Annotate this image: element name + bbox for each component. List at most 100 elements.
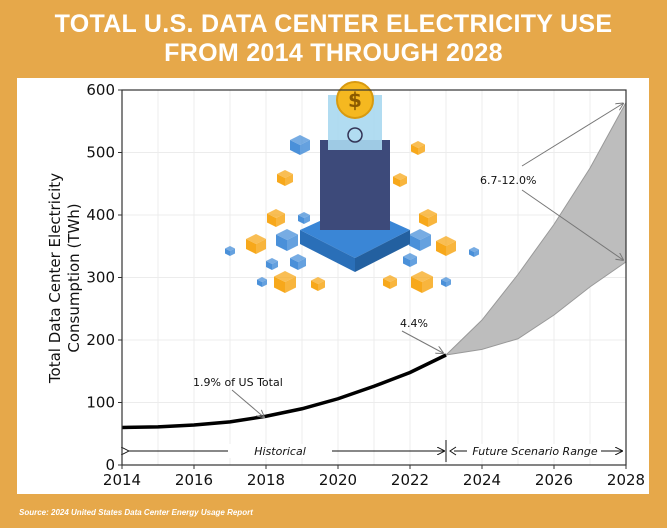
future-range-band bbox=[444, 102, 627, 356]
cube-left bbox=[411, 144, 418, 155]
cube-left bbox=[274, 276, 285, 293]
arrow-upper bbox=[521, 104, 623, 167]
cube-left bbox=[266, 261, 272, 270]
historical-label: Historical bbox=[254, 445, 306, 458]
title-line-2: FROM 2014 THROUGH 2028 bbox=[164, 39, 503, 67]
dollar-sign-icon: $ bbox=[348, 88, 362, 112]
annotation-1-9pct: 1.9% of US Total bbox=[193, 376, 283, 389]
title-line-1: TOTAL U.S. DATA CENTER ELECTRICITY USE bbox=[54, 10, 613, 38]
cube-left bbox=[277, 174, 285, 186]
server-tower bbox=[320, 140, 390, 230]
cube-icon bbox=[277, 170, 293, 186]
cube-right bbox=[230, 248, 235, 256]
cube-right bbox=[285, 276, 296, 293]
cube-right bbox=[285, 174, 293, 186]
cube-left bbox=[246, 239, 256, 254]
cube-icon bbox=[383, 275, 397, 289]
cube-icon bbox=[290, 254, 306, 270]
cube-left bbox=[311, 280, 318, 291]
y-tick-label: 100 bbox=[86, 394, 115, 412]
cube-left bbox=[419, 213, 428, 227]
cube-right bbox=[422, 276, 433, 293]
cube-right bbox=[272, 261, 278, 270]
cube-icon bbox=[436, 236, 456, 256]
cube-icon bbox=[246, 234, 266, 254]
source-note: Source: 2024 United States Data Center E… bbox=[19, 508, 253, 517]
cube-left bbox=[411, 276, 422, 293]
annotation-range-pct: 6.7-12.0% bbox=[480, 174, 536, 187]
cube-icon bbox=[266, 258, 278, 270]
cube-left bbox=[469, 249, 474, 257]
historical-line bbox=[121, 353, 447, 430]
cube-right bbox=[298, 258, 306, 270]
cube-left bbox=[441, 279, 446, 287]
cube-left bbox=[257, 279, 262, 287]
cube-right bbox=[304, 215, 310, 224]
y-tick-label: 200 bbox=[86, 331, 115, 349]
cube-left bbox=[276, 234, 287, 251]
cube-icon bbox=[298, 212, 310, 224]
cube-right bbox=[446, 279, 451, 287]
arrow-lower bbox=[521, 189, 623, 260]
cube-icon bbox=[409, 229, 431, 251]
gear-icon bbox=[347, 127, 363, 143]
y-tick-label: 300 bbox=[86, 269, 115, 287]
cube-right bbox=[474, 249, 479, 257]
cube-icon bbox=[403, 253, 417, 267]
cube-right bbox=[446, 241, 456, 256]
cube-right bbox=[420, 234, 431, 251]
cube-left bbox=[290, 258, 298, 270]
x-tick-label: 2024 bbox=[463, 471, 501, 489]
x-tick-label: 2022 bbox=[391, 471, 429, 489]
coin-icon bbox=[336, 81, 374, 119]
cube-icon bbox=[441, 277, 451, 287]
cube-right bbox=[256, 239, 266, 254]
cube-left bbox=[267, 213, 276, 227]
y-tick-label: 0 bbox=[105, 456, 115, 474]
chart-title: TOTAL U.S. DATA CENTER ELECTRICITY USE F… bbox=[0, 10, 667, 68]
cube-left bbox=[290, 140, 300, 155]
cube-right bbox=[287, 234, 298, 251]
data-center-illustration: $ bbox=[225, 81, 479, 293]
future-label: Future Scenario Range bbox=[472, 445, 598, 458]
cube-left bbox=[225, 248, 230, 256]
cube-right bbox=[262, 279, 267, 287]
cube-right bbox=[400, 176, 407, 187]
cube-icon bbox=[411, 141, 425, 155]
x-tick-label: 2016 bbox=[175, 471, 213, 489]
server-base-right bbox=[355, 230, 410, 272]
y-tick-label: 400 bbox=[86, 206, 115, 224]
x-tick-label: 2020 bbox=[319, 471, 357, 489]
cube-left bbox=[403, 256, 410, 267]
cube-right bbox=[318, 280, 325, 291]
cube-left bbox=[393, 176, 400, 187]
cube-left bbox=[409, 234, 420, 251]
cube-left bbox=[436, 241, 446, 256]
cube-right bbox=[410, 256, 417, 267]
cube-icon bbox=[276, 229, 298, 251]
historical-label-bg bbox=[228, 444, 332, 458]
y-tick-label: 600 bbox=[86, 81, 115, 99]
annotation-4-4pct: 4.4% bbox=[400, 317, 428, 330]
x-tick-label: 2018 bbox=[247, 471, 285, 489]
arrow-1-9pct bbox=[231, 389, 264, 417]
cube-icon bbox=[225, 246, 235, 256]
cube-left bbox=[383, 278, 390, 289]
cube-icon bbox=[290, 135, 310, 155]
cube-icon bbox=[393, 173, 407, 187]
cube-right bbox=[390, 278, 397, 289]
cube-right bbox=[300, 140, 310, 155]
cube-right bbox=[428, 213, 437, 227]
cube-icon bbox=[274, 271, 296, 293]
cube-right bbox=[276, 213, 285, 227]
x-tick-label: 2028 bbox=[607, 471, 645, 489]
cube-icon bbox=[257, 277, 267, 287]
x-tick-label: 2014 bbox=[103, 471, 141, 489]
cube-right bbox=[418, 144, 425, 155]
y-tick-label: 500 bbox=[86, 144, 115, 162]
cube-icon bbox=[469, 247, 479, 257]
x-tick-label: 2026 bbox=[535, 471, 573, 489]
server-base-left bbox=[300, 230, 355, 272]
cube-icon bbox=[419, 209, 437, 227]
cube-icon bbox=[267, 209, 285, 227]
